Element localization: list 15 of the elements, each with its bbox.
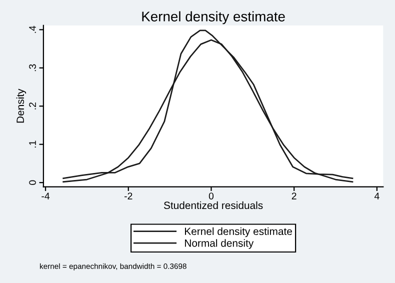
x-tick-label: -2 [124,192,132,200]
chart-title: Kernel density estimate [142,11,285,24]
legend-label: Normal density [185,239,254,249]
y-tick-label: .4 [29,26,36,33]
x-axis-title: Studentized residuals [164,201,263,210]
y-tick-label: .2 [29,102,36,110]
y-tick-label: 0 [29,180,36,185]
y-tick-label: .3 [29,64,36,72]
y-tick-label: .1 [29,140,36,148]
x-tick-label: 4 [374,192,380,200]
y-axis-title: Density [16,88,26,123]
x-tick-label: 0 [208,192,214,200]
x-tick-label: -4 [42,192,50,200]
x-tick-label: 2 [292,192,296,200]
legend-label: Kernel density estimate [185,227,292,238]
